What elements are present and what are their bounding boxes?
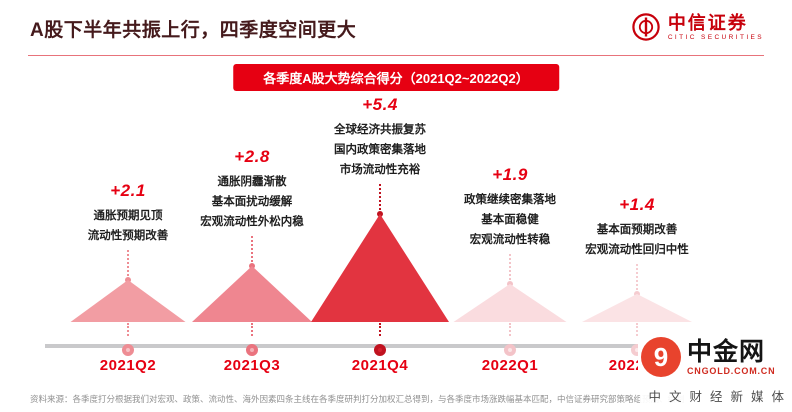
cngold-logo-icon: 9 [641,337,681,377]
score-label: +1.9 [492,165,528,184]
leader-line-lower [509,323,511,336]
annotation-block: +1.4 基本面预期改善 宏观流动性回归中性 [557,195,717,260]
citic-logo: 中信证券 CITIC SECURITIES [631,12,764,42]
peak-shape [311,214,449,322]
watermark-box: 9 中金网 CNGOLD.COM.CN [638,330,792,384]
peak-shape [582,294,692,322]
note-line: 宏观流动性回归中性 [585,244,689,256]
leader-line-lower [127,323,129,336]
leader-line-lower [636,323,638,336]
brand-name: 中信证券 [667,13,748,33]
quarter-label: 2021Q4 [351,357,409,374]
note-line: 宏观流动性转稳 [469,234,551,246]
watermark-name: 中金网 [687,337,766,366]
peak-shape [192,266,312,322]
note-line: 全球经济共振复苏 [334,124,426,136]
note-line: 政策继续密集落地 [464,194,556,206]
annotation-block: +2.1 通胀预期见顶 流动性预期改善 [48,181,208,246]
timeline-marker [246,344,258,356]
watermark-text: 中金网 CNGOLD.COM.CN [687,339,775,376]
source-note: 资料来源：各季度打分根据我们对宏观、政策、流动性、海外因素四条主线在各季度研判打… [30,394,685,404]
note-line: 通胀阴霾渐散 [217,176,287,188]
timeline-axis [45,344,735,348]
leader-line-lower [379,323,381,336]
watermark-domain: CNGOLD.COM.CN [687,365,776,376]
note-line: 基本面预期改善 [596,224,678,236]
leader-line-upper [379,184,381,214]
leader-line-upper [636,264,638,294]
note-line: 市场流动性充裕 [339,164,421,176]
score-label: +2.8 [234,147,270,166]
header-divider [28,55,764,56]
quarter-column-2021Q4: +5.4 全球经济共振复苏 国内政策密集落地 市场流动性充裕 2021Q4 [300,90,460,380]
note-line: 宏观流动性外松内稳 [200,216,304,228]
quarter-column-2021Q2: +2.1 通胀预期见顶 流动性预期改善 2021Q2 [48,90,208,380]
peak-shape [70,280,186,322]
quarter-column-2022Q2: +1.4 基本面预期改善 宏观流动性回归中性 2022Q2 [557,90,717,380]
note-line: 通胀预期见顶 [93,210,163,222]
annotation-block: +1.9 政策继续密集落地 基本面稳健宏观流动性转稳 [430,165,590,250]
score-label: +2.1 [110,181,146,200]
brand-text: 中信证券 CITIC SECURITIES [668,13,764,41]
timeline-marker [122,344,134,356]
quarter-label: 2021Q3 [223,357,281,374]
quarter-score-chart: +2.1 通胀预期见顶 流动性预期改善 2021Q2 +2.8 通胀阴霾渐散 基本面扰动缓解… [0,90,792,380]
citic-emblem-icon [632,13,660,41]
leader-line-upper [251,236,253,266]
peak-shape [453,284,567,322]
page-title: A股下半年共振上行，四季度空间更大 [30,20,357,41]
quarter-column-2022Q1: +1.9 政策继续密集落地 基本面稳健宏观流动性转稳 2022Q1 [430,90,590,380]
brand-subtitle: CITIC SECURITIES [667,34,764,41]
leader-line-upper [509,254,511,284]
score-label: +1.4 [619,195,655,214]
watermark-tagline: 中文财经新媒体 [640,384,792,407]
cngold-logo-glyph: 9 [653,341,669,372]
leader-line-lower [251,323,253,336]
quarter-label: 2022Q1 [481,357,539,374]
timeline-marker [374,344,386,356]
note-line: 基本面稳健 [481,214,539,226]
cngold-watermark: 9 中金网 CNGOLD.COM.CN 中文财经新媒体 [552,322,792,412]
chart-title-banner: 各季度A股大势综合得分（2021Q2~2022Q2） [233,64,559,91]
note-line: 流动性预期改善 [87,230,169,242]
timeline-marker [504,344,516,356]
quarter-label: 2021Q2 [99,357,157,374]
leader-line-upper [127,250,129,280]
quarter-column-2021Q3: +2.8 通胀阴霾渐散 基本面扰动缓解 宏观流动性外松内稳 2021Q3 [172,90,332,380]
annotation-block: +2.8 通胀阴霾渐散 基本面扰动缓解 宏观流动性外松内稳 [172,147,332,232]
annotation-block: +5.4 全球经济共振复苏 国内政策密集落地 市场流动性充裕 [300,95,460,180]
note-line: 基本面扰动缓解 [211,196,293,208]
note-line: 国内政策密集落地 [334,144,426,156]
score-label: +5.4 [362,95,398,114]
